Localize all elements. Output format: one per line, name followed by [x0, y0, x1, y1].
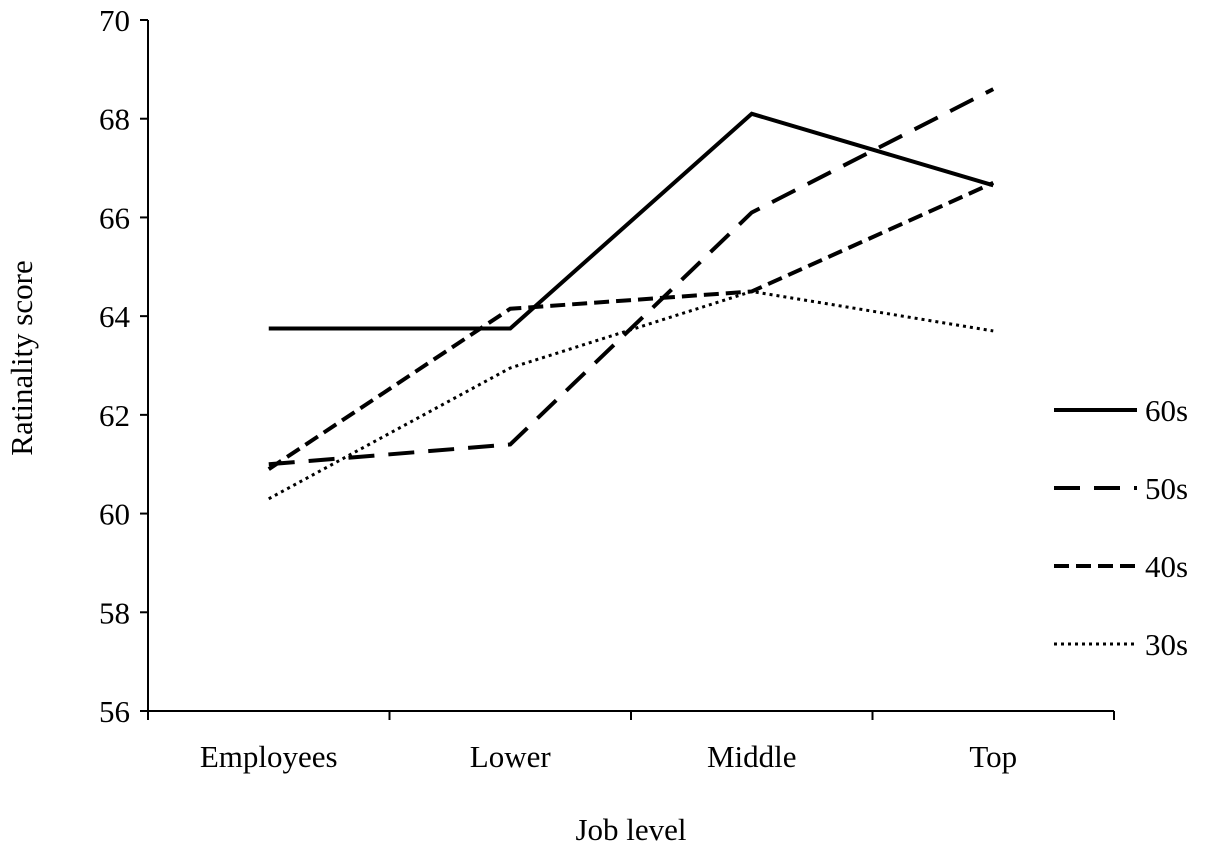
series-line-40s — [267, 181, 995, 471]
legend-label-40s: 40s — [1145, 549, 1188, 584]
y-tick-label: 70 — [99, 3, 130, 38]
series-lines — [267, 87, 995, 501]
y-tick-label: 62 — [99, 398, 130, 433]
legend: 60s 50s 40s 30s — [1054, 393, 1188, 662]
x-tick-label: Middle — [707, 739, 797, 774]
x-ticks: Employees Lower Middle Top — [147, 711, 1115, 774]
y-tick-label: 58 — [99, 595, 130, 630]
series-line-30s — [268, 289, 994, 501]
x-axis-title: Job level — [575, 812, 686, 847]
y-tick-label: 64 — [99, 299, 131, 334]
axes — [147, 20, 1114, 712]
x-tick-label: Top — [969, 739, 1017, 774]
legend-label-30s: 30s — [1145, 627, 1188, 662]
y-tick-label: 56 — [99, 694, 130, 729]
legend-label-50s: 50s — [1145, 471, 1188, 506]
series-line-50s — [268, 87, 995, 467]
y-tick-label: 68 — [99, 102, 130, 137]
legend-label-60s: 60s — [1145, 393, 1188, 428]
y-axis-title: Ratinality score — [4, 260, 39, 455]
y-ticks: 56 58 60 62 64 66 68 70 — [99, 3, 148, 729]
x-tick-label: Lower — [470, 739, 552, 774]
y-tick-label: 60 — [99, 497, 130, 532]
x-tick-label: Employees — [200, 739, 338, 774]
series-line-60s — [268, 111, 994, 331]
y-tick-label: 66 — [99, 200, 130, 235]
